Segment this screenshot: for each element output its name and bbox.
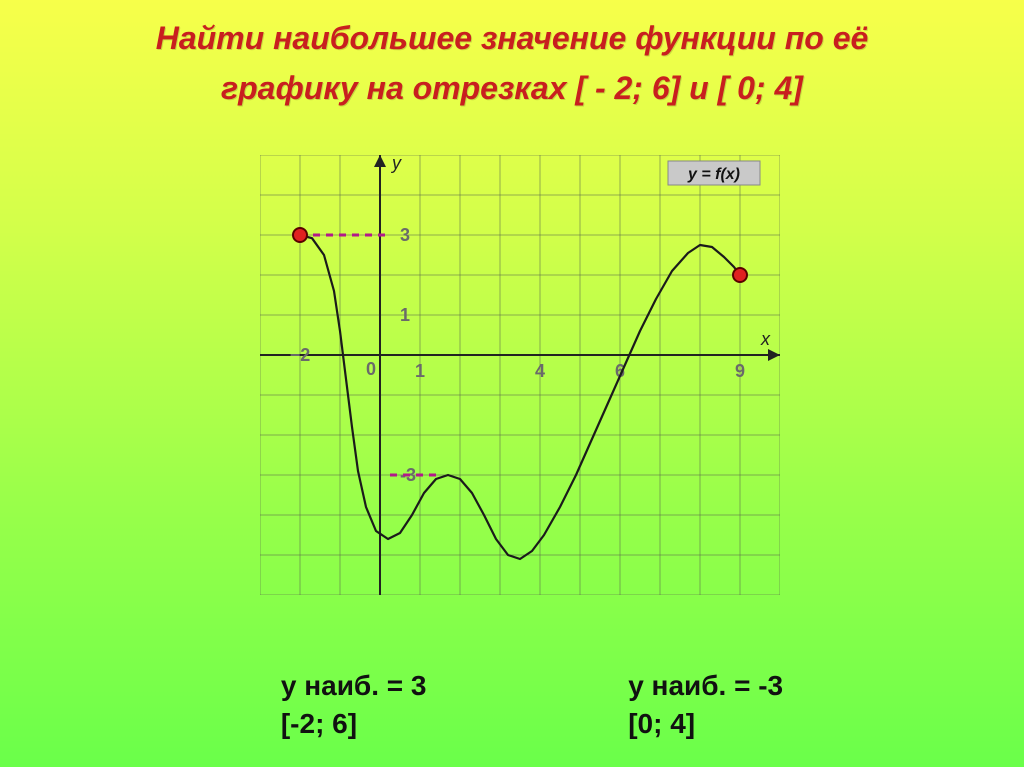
function-chart: xy0−2146913-3y = f(x) [260,155,780,635]
answer-right: y наиб. = -3 [0; 4] [628,667,783,743]
title-line-1: Найти наибольшее значение функции по её [156,20,869,56]
answer-right-line2: [0; 4] [628,708,695,739]
answer-left-line2: [-2; 6] [281,708,357,739]
svg-text:y: y [390,155,402,173]
answer-right-line1: y наиб. = -3 [628,670,783,701]
title-line-2: графику на отрезках [ - 2; 6] и [ 0; 4] [221,70,803,106]
svg-text:9: 9 [735,361,745,381]
answer-left: y наиб. = 3 [-2; 6] [281,667,427,743]
svg-text:1: 1 [400,305,410,325]
svg-text:0: 0 [366,359,376,379]
answer-left-line1: y наиб. = 3 [281,670,427,701]
svg-text:y = f(x): y = f(x) [687,166,740,183]
svg-text:x: x [760,329,771,349]
svg-text:1: 1 [415,361,425,381]
svg-text:−2: −2 [290,345,311,365]
chart-svg: xy0−2146913-3y = f(x) [260,155,780,595]
answers-row: y наиб. = 3 [-2; 6] y наиб. = -3 [0; 4] [0,667,1024,743]
slide-title: Найти наибольшее значение функции по её … [0,0,1024,113]
svg-text:4: 4 [535,361,545,381]
slide: Найти наибольшее значение функции по её … [0,0,1024,767]
svg-text:3: 3 [400,225,410,245]
